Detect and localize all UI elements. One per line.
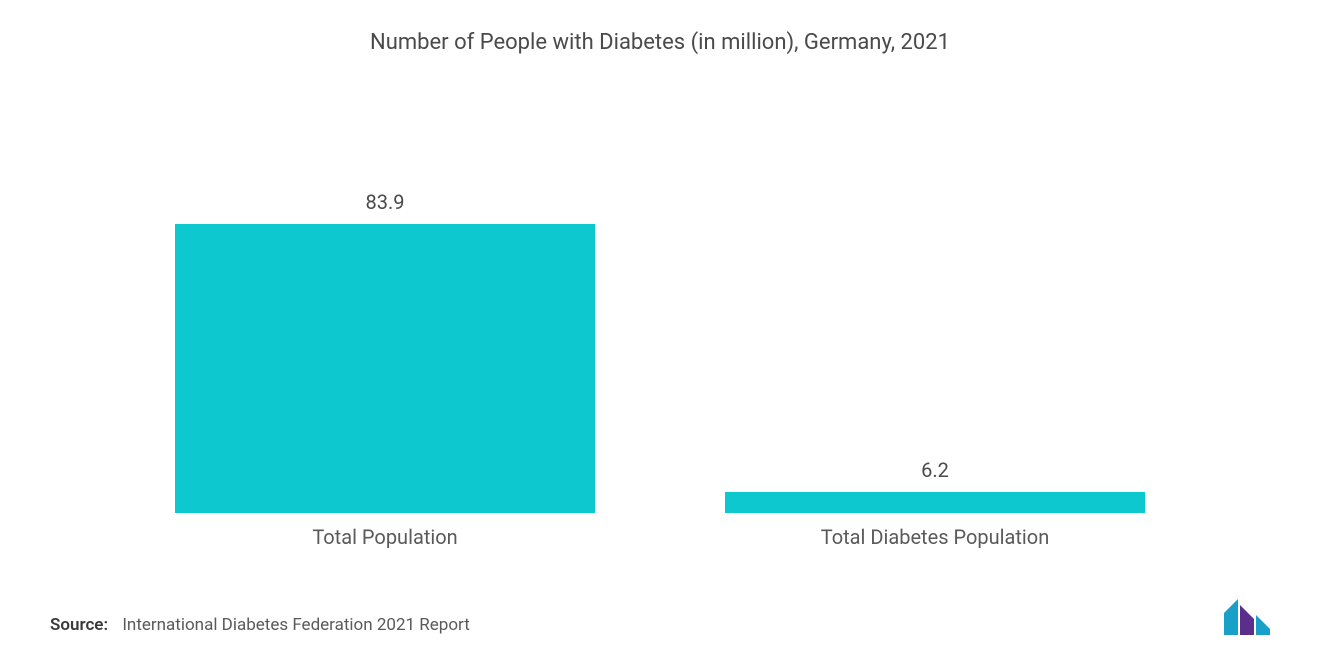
category-label-0: Total Population [175,525,595,549]
bar-0 [175,224,595,513]
category-axis: Total Population Total Diabetes Populati… [50,513,1270,549]
bar-value-label-0: 83.9 [366,190,405,214]
bar-group-1: 6.2 [725,458,1145,513]
chart-title: Number of People with Diabetes (in milli… [50,30,1270,55]
bar-value-label-1: 6.2 [921,458,949,482]
bar-group-0: 83.9 [175,190,595,513]
plot-area: 83.9 6.2 [50,75,1270,513]
chart-container: Number of People with Diabetes (in milli… [0,0,1320,665]
category-label-1: Total Diabetes Population [725,525,1145,549]
source-label: Source: [50,615,108,635]
source-text: International Diabetes Federation 2021 R… [122,615,469,635]
chart-footer: Source: International Diabetes Federatio… [50,549,1270,635]
brand-logo-icon [1224,599,1270,635]
source-line: Source: International Diabetes Federatio… [50,615,470,635]
bar-1 [725,492,1145,513]
